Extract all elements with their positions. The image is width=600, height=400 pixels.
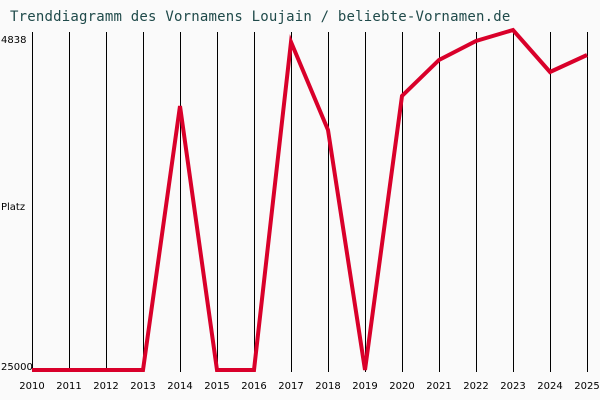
x-axis-label-2015: 2015 <box>204 381 230 392</box>
x-axis-label-2016: 2016 <box>241 381 267 392</box>
x-axis-label-2023: 2023 <box>500 381 526 392</box>
x-axis-label-2010: 2010 <box>19 381 45 392</box>
chart-title: Trenddiagramm des Vornamens Loujain / be… <box>10 9 511 25</box>
x-axis-label-2018: 2018 <box>315 381 341 392</box>
x-axis-label-2012: 2012 <box>93 381 119 392</box>
x-axis-label-2017: 2017 <box>278 381 304 392</box>
x-axis-label-2025: 2025 <box>574 381 600 392</box>
trend-line <box>32 27 588 372</box>
x-axis-label-2022: 2022 <box>463 381 489 392</box>
y-axis-bottom-label: 25000 <box>1 362 33 373</box>
x-axis-label-2013: 2013 <box>130 381 156 392</box>
x-axis-label-2011: 2011 <box>56 381 82 392</box>
x-axis-label-2020: 2020 <box>389 381 415 392</box>
x-axis-label-2014: 2014 <box>167 381 193 392</box>
vertical-gridlines <box>32 32 588 372</box>
y-axis-title: Platz <box>1 202 26 213</box>
y-axis-top-label: 4838 <box>1 35 27 46</box>
x-axis-label-2021: 2021 <box>426 381 452 392</box>
x-axis-label-2019: 2019 <box>352 381 378 392</box>
x-axis-label-2024: 2024 <box>537 381 563 392</box>
